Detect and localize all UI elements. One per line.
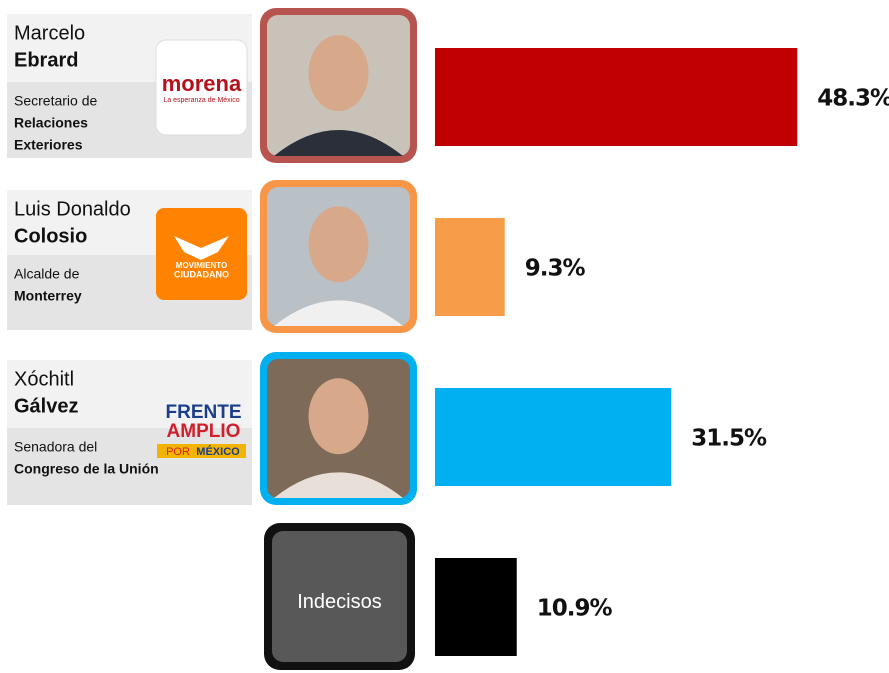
- indecisos-box: [272, 531, 407, 662]
- value-label: 10.9%: [537, 596, 613, 622]
- role-detail: Exteriores: [14, 137, 83, 153]
- party-slogan: La esperanza de México: [163, 97, 239, 104]
- party-name: MÉXICO: [196, 445, 240, 458]
- role-detail: Monterrey: [14, 288, 82, 304]
- first-name: Xóchitl: [14, 368, 74, 390]
- photo-body: [274, 130, 403, 156]
- last-name: Colosio: [14, 225, 87, 247]
- bar: [435, 48, 798, 146]
- photo-body: [274, 300, 403, 326]
- photo-body: [274, 472, 403, 498]
- value-label: 31.5%: [691, 426, 767, 452]
- role: Senadora del: [14, 439, 97, 455]
- photo-face: [308, 35, 369, 112]
- party-name: CIUDADANO: [174, 269, 229, 279]
- party-name: AMPLIO: [167, 421, 241, 442]
- party-logo: [155, 39, 248, 136]
- role-detail: Relaciones: [14, 115, 88, 131]
- first-name: Marcelo: [14, 22, 85, 44]
- panel-role: [7, 428, 252, 505]
- role-detail: Congreso de la Unión: [14, 461, 159, 477]
- role: Alcalde de: [14, 266, 80, 282]
- party-name: FRENTE: [166, 402, 242, 423]
- party-name: POR: [166, 446, 190, 458]
- value-label: 48.3%: [817, 86, 889, 112]
- panel-name: [7, 360, 252, 428]
- party-eagle: [174, 236, 229, 260]
- photo-face: [308, 378, 369, 455]
- role: Secretario de: [14, 93, 97, 109]
- bar: [435, 388, 672, 486]
- indecisos-label: Indecisos: [297, 591, 382, 613]
- photo-face: [308, 206, 369, 283]
- party-band: [157, 444, 246, 458]
- value-label: 9.3%: [525, 256, 586, 282]
- bar: [435, 218, 505, 316]
- last-name: Ebrard: [14, 49, 78, 71]
- last-name: Gálvez: [14, 395, 78, 417]
- party-name: MOVIMIENTO: [176, 261, 227, 270]
- bar: [435, 558, 517, 656]
- first-name: Luis Donaldo: [14, 198, 131, 220]
- party-name: morena: [162, 71, 242, 96]
